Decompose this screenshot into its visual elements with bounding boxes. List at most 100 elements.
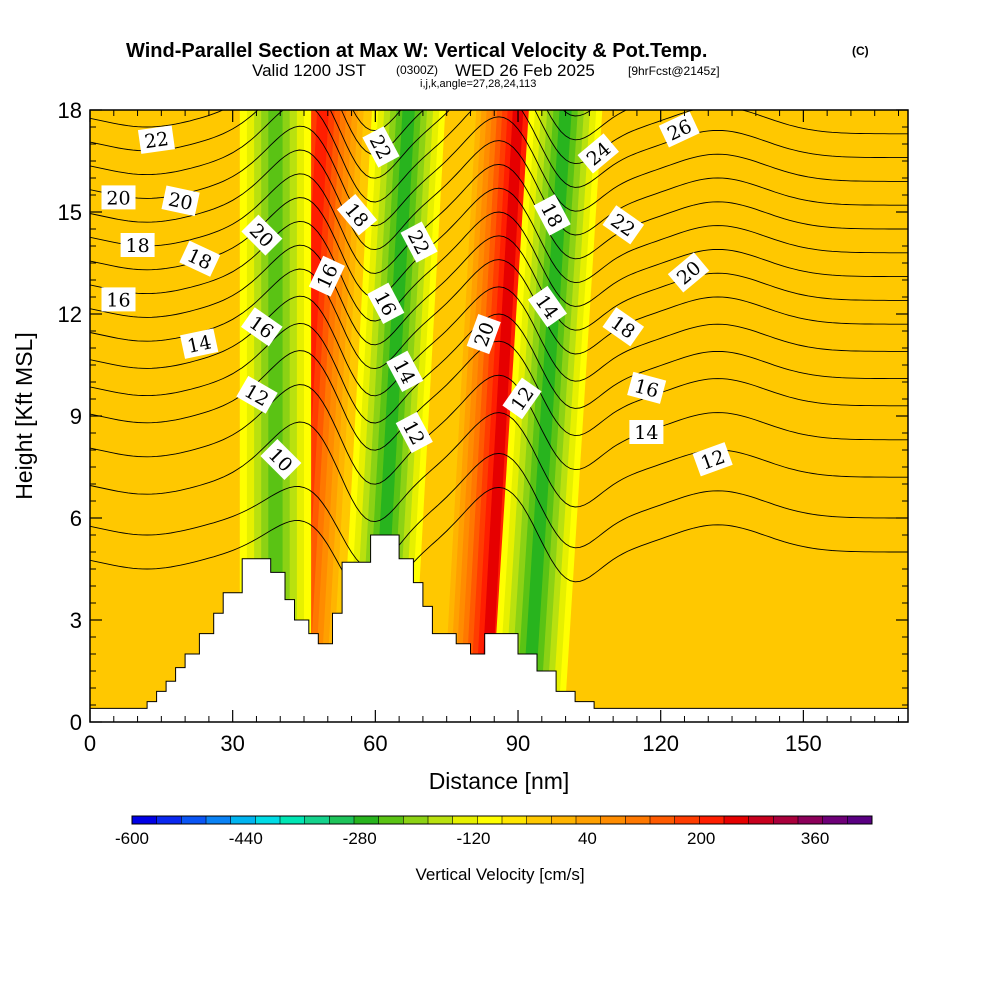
contour-label-bg [236,375,278,414]
colorbar-swatch [477,816,503,824]
colorbar-swatch [674,816,700,824]
downdraft-band-level [521,110,572,722]
x-tick-label: 120 [642,731,679,756]
colorbar-swatch [724,816,749,824]
theta-contour-line [90,486,908,603]
contour-label-text: 14 [185,331,213,358]
contour-label-bg [367,282,405,324]
updraft-band-level [479,110,524,722]
contour-label: 14 [180,328,219,359]
contour-label-bg [260,438,302,480]
colorbar-swatch [132,816,157,824]
x-tick-label: 30 [220,731,244,756]
theta-contour-line [90,313,908,424]
valid-time: Valid 1200 JST [252,61,366,80]
contour-label-bg [161,185,200,217]
contour-label-text: 22 [143,128,170,153]
contour-label-bg [602,307,645,347]
colorbar-swatch [847,816,873,824]
theta-contour-line [90,110,908,203]
theta-contour-line [90,452,908,569]
theta-contour-line [90,187,908,298]
x-tick-label: 90 [506,731,530,756]
colorbar-tick-label: -280 [343,829,377,848]
contour-label-bg [658,111,700,148]
theta-contour-line [90,235,908,346]
theta-contour-line [90,340,908,451]
colorbar-swatch [798,816,823,824]
chart-title: Wind-Parallel Section at Max W: Vertical… [126,40,707,62]
colorbar-swatch [699,816,725,824]
contour-label: 16 [101,287,136,312]
contour-label: 20 [101,185,136,210]
colorbar-swatch [452,816,478,824]
y-tick-label: 3 [70,608,82,633]
y-tick-label: 6 [70,506,82,531]
colorbar-swatch [526,816,552,824]
colorbar-swatch [255,816,281,824]
contour-label-bg [527,285,567,328]
theta-contour-line [90,259,908,370]
contour-label-bg [400,221,438,263]
contour-label-bg [101,287,136,312]
contour-label-bg [533,194,571,236]
theta-contour-line [90,211,908,322]
contour-label-bg [240,307,283,347]
contour-label-bg [502,377,542,420]
grid-indices: i,j,k,angle=27,28,24,113 [420,78,536,90]
y-tick-label: 0 [70,710,82,735]
colorbar-swatch [329,816,355,824]
theta-contour-line [90,412,908,523]
contour-label-bg [180,328,219,359]
contour-label-bg [466,313,501,355]
contour-label-text: 14 [634,422,658,444]
colorbar-swatch [280,816,305,824]
x-tick-label: 150 [785,731,822,756]
x-tick-label: 60 [363,731,387,756]
colorbar-tick-label: -440 [229,829,263,848]
colorbar-swatch [354,816,379,824]
contour-label: 22 [137,125,175,154]
colorbar-swatch [748,816,774,824]
contour-label-bg [667,252,710,293]
contour-label-bg [629,420,664,444]
contour-label: 20 [466,313,501,355]
colorbar-frame [131,815,873,825]
theta-contour-line [90,286,908,397]
colorbar-tick-label: 40 [578,829,597,848]
theta-contour-line [90,163,908,274]
colorbar-tick-label: 360 [801,829,829,848]
theta-contour-line [90,110,908,179]
valid-date: WED 26 Feb 2025 [455,61,595,80]
contour-label-text: 16 [106,289,130,311]
theta-contour-line [90,140,908,251]
x-axis-label: Distance [nm] [429,768,570,794]
contour-label: 18 [120,233,155,257]
contour-label-bg [101,185,136,210]
forecast-info: [9hrFcst@2145z] [628,64,720,78]
contour-label-bg [308,255,345,297]
contour-label-bg [120,233,155,257]
contour-label: 16 [627,371,667,404]
colorbar-swatch [428,816,453,824]
contour-label-bg [395,411,433,454]
colorbar-label: Vertical Velocity [cm/s] [415,865,584,884]
colorbar-swatch [206,816,231,824]
colorbar-swatch [576,816,601,824]
copyright-mark: (C) [852,44,869,58]
y-axis-label: Height [Kft MSL] [11,332,37,499]
theta-contour-line [90,116,908,227]
colorbar-swatch [600,816,626,824]
valid-time-z: (0300Z) [396,63,438,77]
colorbar-swatch [822,816,848,824]
contour-label-text: 20 [106,187,130,209]
colorbar-swatch [403,816,429,824]
colorbar-swatch [502,816,527,824]
colorbar-swatch [551,816,577,824]
contour-label-text: 18 [126,235,150,257]
contour-label-bg [362,126,400,168]
y-tick-label: 15 [58,200,82,225]
